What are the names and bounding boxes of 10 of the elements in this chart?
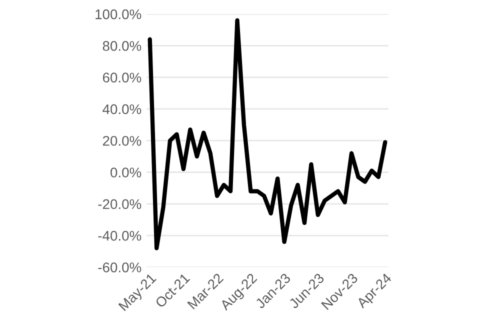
y-tick-label: -60.0% <box>98 262 142 272</box>
y-tick-label: 40.0% <box>102 104 142 114</box>
y-tick-label: 0.0% <box>110 168 142 178</box>
y-tick-label: 20.0% <box>102 136 142 146</box>
y-tick-label: 100.0% <box>96 9 142 20</box>
y-tick-label: 60.0% <box>102 72 142 83</box>
y-tick-label: -20.0% <box>98 199 142 210</box>
y-tick-label: -40.0% <box>98 230 142 241</box>
y-tick-label: 80.0% <box>102 41 142 51</box>
line-series <box>148 18 388 250</box>
